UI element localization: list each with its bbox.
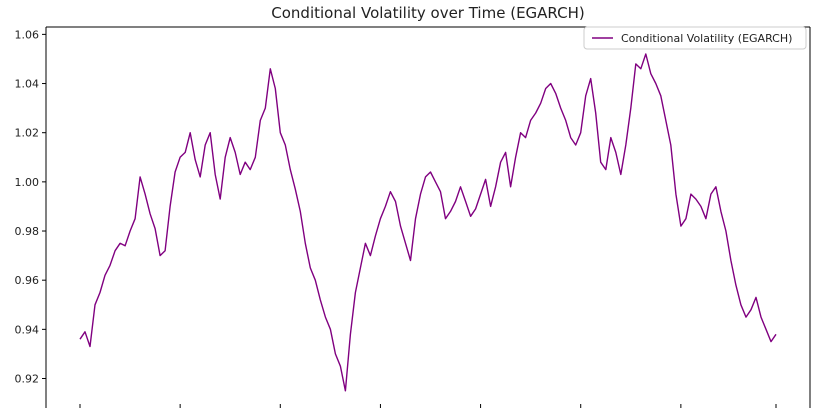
legend-label: Conditional Volatility (EGARCH) [621, 32, 792, 45]
y-tick-label: 0.98 [15, 225, 40, 238]
y-tick-label: 0.94 [15, 323, 40, 336]
chart-title: Conditional Volatility over Time (EGARCH… [271, 4, 584, 22]
y-tick-label: 0.96 [15, 274, 40, 287]
plot-area [45, 26, 811, 408]
legend: Conditional Volatility (EGARCH) [583, 26, 807, 50]
y-tick-label: 1.06 [15, 28, 40, 41]
legend-box [583, 26, 807, 50]
y-axis: 0.92 0.94 0.96 0.98 1.00 1.02 1.04 1.06 [15, 28, 46, 386]
y-tick-label: 1.00 [15, 176, 40, 189]
y-tick-label: 1.02 [15, 127, 40, 140]
y-tick-label: 0.92 [15, 373, 40, 386]
series-line-conditional-volatility [79, 53, 777, 392]
y-tick-label: 1.04 [15, 78, 40, 91]
x-axis [79, 404, 777, 408]
